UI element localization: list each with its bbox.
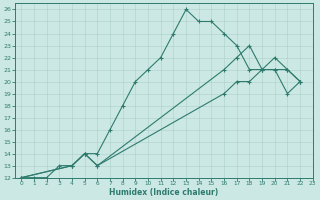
X-axis label: Humidex (Indice chaleur): Humidex (Indice chaleur) [109, 188, 219, 197]
